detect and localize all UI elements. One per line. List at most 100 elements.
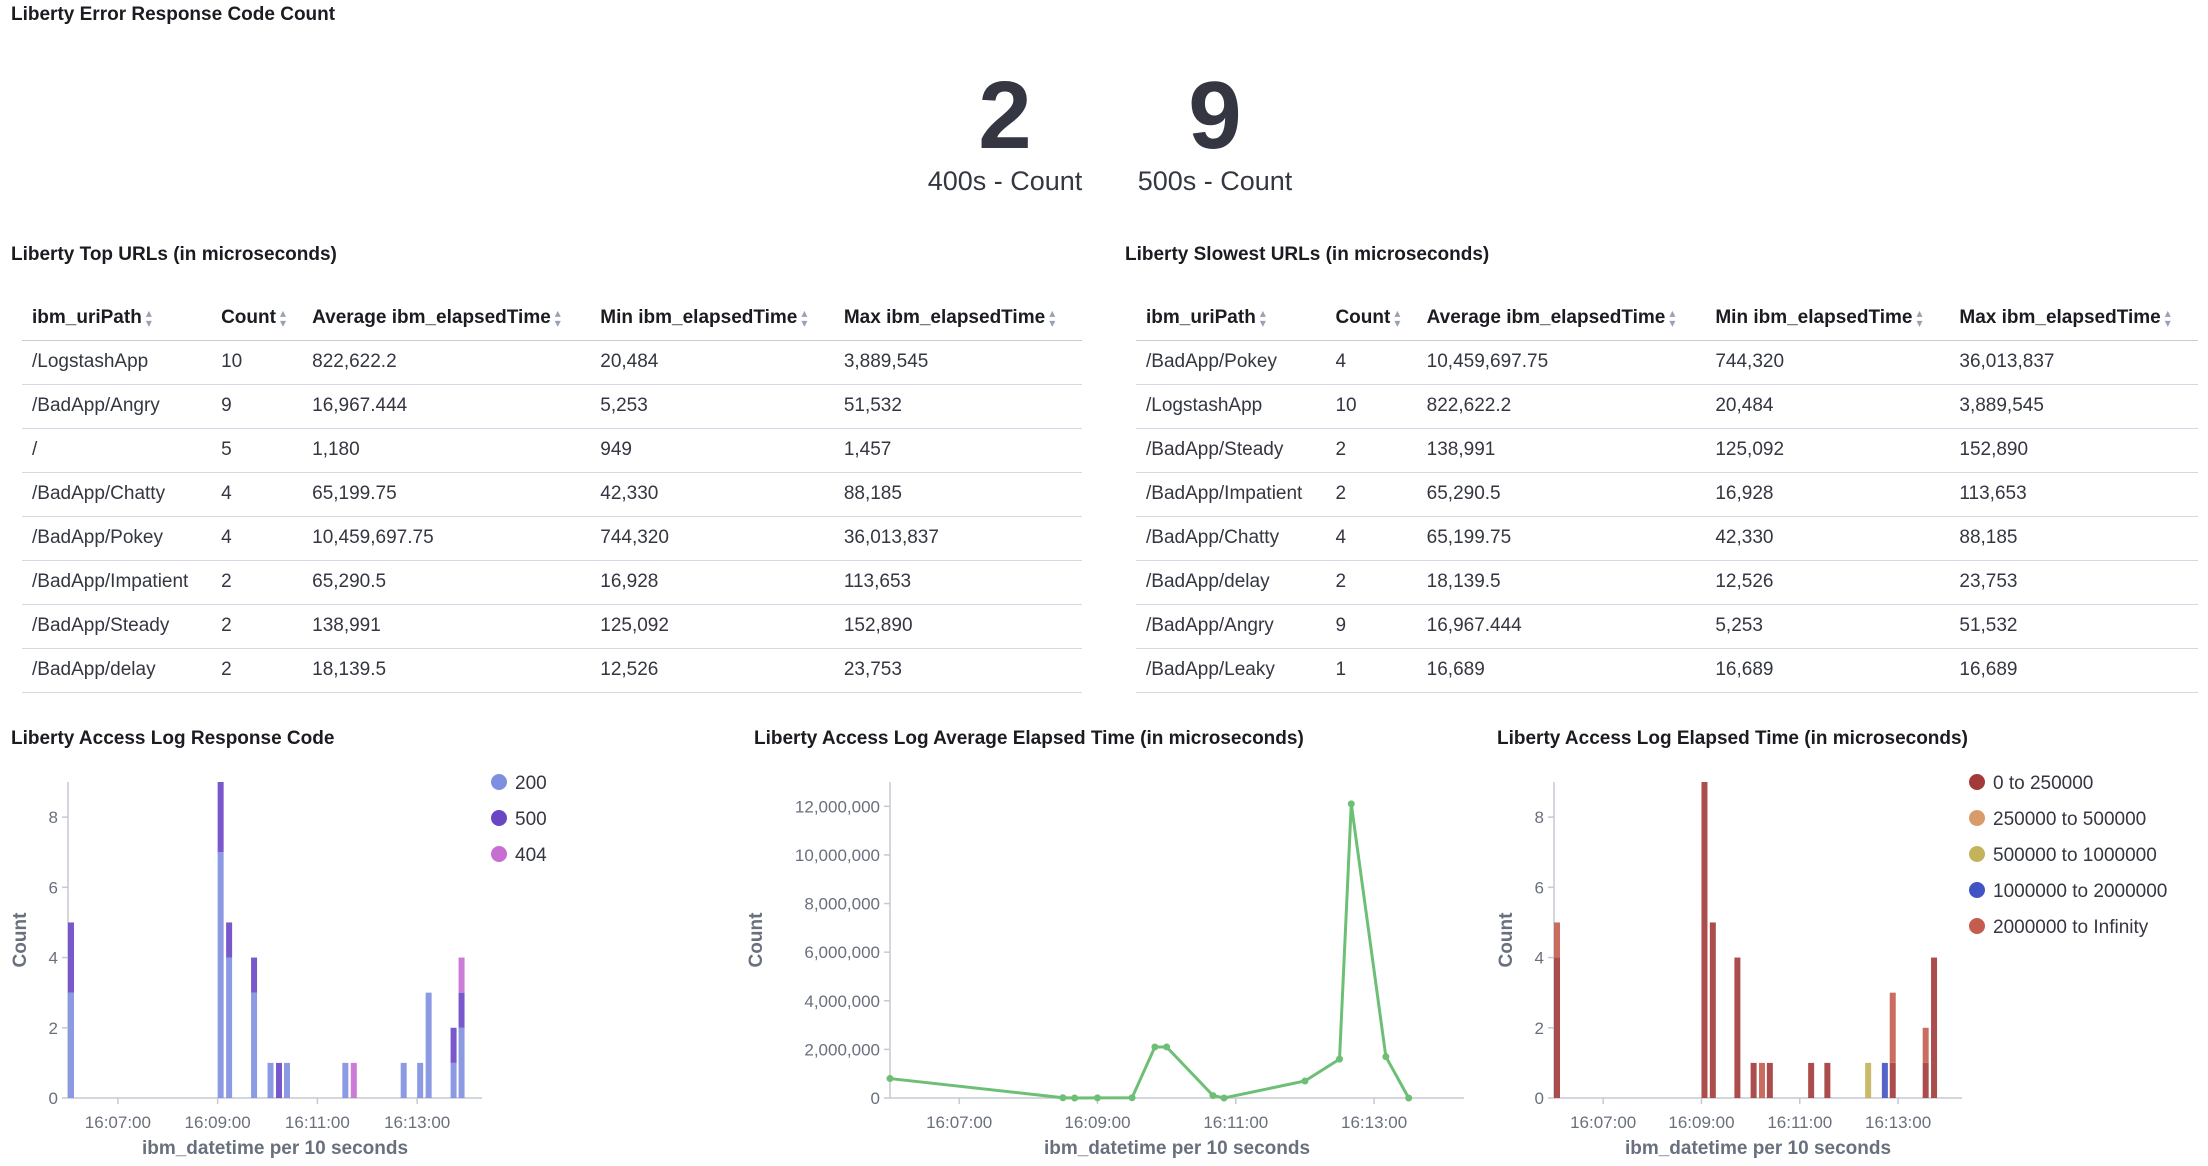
- table-row[interactable]: /BadApp/Angry 9 16,967.444 5,253 51,532: [22, 384, 1082, 429]
- legend-label[interactable]: 200: [515, 773, 547, 794]
- table-cell[interactable]: /BadApp/Impatient: [22, 560, 212, 605]
- bar-segment[interactable]: [1758, 1062, 1765, 1098]
- table-row[interactable]: /5 1,180 949 1,457: [22, 428, 1082, 473]
- elapsed-time-chart[interactable]: 0 2 4 6 8 16:07:00 16:09:00 16:11:00 16:13:00 ibm…: [1490, 770, 2208, 1166]
- legend-swatch[interactable]: [1969, 918, 1985, 934]
- table-row[interactable]: /BadApp/Leaky 1 16,689 16,689 16,689: [1136, 648, 2198, 693]
- bar-segment[interactable]: [283, 1062, 290, 1098]
- legend-swatch[interactable]: [491, 774, 507, 790]
- bar-segment[interactable]: [1766, 1062, 1773, 1098]
- column-header-average[interactable]: Average ibm_elapsedTime ▴ ▾: [302, 296, 591, 341]
- bar-segment[interactable]: [1922, 1062, 1929, 1098]
- bar-segment[interactable]: [1922, 1027, 1929, 1063]
- bar-segment[interactable]: [1734, 957, 1741, 1098]
- bar-segment[interactable]: [1824, 1062, 1831, 1098]
- bar-segment[interactable]: [226, 922, 233, 958]
- legend-label[interactable]: 2000000 to Infinity: [1993, 917, 2149, 938]
- data-point[interactable]: [1059, 1094, 1067, 1102]
- legend-label[interactable]: 1000000 to 2000000: [1993, 881, 2167, 902]
- bar-segment[interactable]: [450, 1027, 457, 1063]
- data-point[interactable]: [1347, 800, 1355, 808]
- legend-label[interactable]: 500: [515, 809, 547, 830]
- legend-label[interactable]: 500000 to 1000000: [1993, 845, 2157, 866]
- legend-swatch[interactable]: [491, 846, 507, 862]
- column-header-average[interactable]: Average ibm_elapsedTime ▴ ▾: [1416, 296, 1706, 341]
- data-point[interactable]: [1220, 1094, 1228, 1102]
- bar-segment[interactable]: [68, 922, 74, 993]
- data-point[interactable]: [1382, 1053, 1390, 1061]
- bar-segment[interactable]: [425, 992, 432, 1098]
- table-cell[interactable]: /BadApp/Chatty: [22, 472, 212, 517]
- legend-swatch[interactable]: [1969, 774, 1985, 790]
- bar-segment[interactable]: [217, 852, 224, 1098]
- legend-label[interactable]: 0 to 250000: [1993, 773, 2093, 794]
- table-row[interactable]: /BadApp/Chatty 4 65,199.75 42,330 88,185: [22, 472, 1082, 517]
- table-row[interactable]: /BadApp/Pokey 4 10,459,697.75 744,320 36,013…: [1136, 340, 2198, 385]
- data-point[interactable]: [1336, 1055, 1344, 1063]
- bar-segment[interactable]: [1881, 1062, 1888, 1098]
- bar-segment[interactable]: [217, 782, 224, 853]
- column-header-max[interactable]: Max ibm_elapsedTime ▴ ▾: [833, 296, 1082, 341]
- column-header-min[interactable]: Min ibm_elapsedTime ▴ ▾: [1705, 296, 1950, 341]
- bar-segment[interactable]: [251, 957, 258, 993]
- legend-swatch[interactable]: [1969, 810, 1985, 826]
- bar-segment[interactable]: [350, 1062, 357, 1098]
- data-point[interactable]: [1301, 1077, 1309, 1085]
- bar-segment[interactable]: [450, 1062, 457, 1098]
- table-cell[interactable]: /BadApp/Pokey: [1136, 340, 1326, 385]
- data-point[interactable]: [886, 1075, 894, 1083]
- table-row[interactable]: /BadApp/Impatient 2 65,290.5 16,928 113,653: [22, 560, 1082, 605]
- bar-segment[interactable]: [1701, 782, 1708, 1098]
- data-point[interactable]: [1128, 1094, 1136, 1102]
- data-point[interactable]: [1163, 1043, 1171, 1051]
- bar-segment[interactable]: [226, 957, 233, 1098]
- column-header-count[interactable]: Count ▴ ▾: [211, 296, 303, 341]
- table-cell[interactable]: /BadApp/Angry: [22, 384, 212, 429]
- bar-segment[interactable]: [1865, 1062, 1872, 1098]
- bar-segment[interactable]: [251, 992, 258, 1098]
- table-cell[interactable]: /LogstashApp: [1136, 384, 1326, 429]
- column-header-count[interactable]: Count ▴ ▾: [1325, 296, 1417, 341]
- bar-segment[interactable]: [417, 1062, 424, 1098]
- bar-segment[interactable]: [1554, 957, 1560, 1098]
- bar-segment[interactable]: [275, 1062, 282, 1098]
- table-row[interactable]: /BadApp/Steady 2 138,991 125,092 152,890: [1136, 428, 2198, 473]
- legend-swatch[interactable]: [491, 810, 507, 826]
- bar-segment[interactable]: [1554, 922, 1560, 958]
- bar-segment[interactable]: [1808, 1062, 1815, 1098]
- data-point[interactable]: [1151, 1043, 1159, 1051]
- table-row[interactable]: /LogstashApp 10 822,622.2 20,484 3,889,545: [1136, 384, 2198, 429]
- table-row[interactable]: /BadApp/Chatty 4 65,199.75 42,330 88,185: [1136, 516, 2198, 561]
- series-line[interactable]: [889, 803, 1410, 1100]
- data-point[interactable]: [1209, 1092, 1217, 1100]
- bar-segment[interactable]: [267, 1062, 274, 1098]
- column-header-uripath[interactable]: ibm_uriPath ▴ ▾: [1136, 296, 1326, 341]
- legend-swatch[interactable]: [1969, 882, 1985, 898]
- column-header-uripath[interactable]: ibm_uriPath ▴ ▾: [22, 296, 212, 341]
- table-cell[interactable]: /BadApp/Leaky: [1136, 648, 1326, 693]
- legend-label[interactable]: 250000 to 500000: [1993, 809, 2146, 830]
- bar-segment[interactable]: [1889, 1062, 1896, 1098]
- avg-elapsed-chart[interactable]: 0 2,000,000 4,000,000 6,000,000 8,000,000 10,…: [740, 770, 1480, 1166]
- table-cell[interactable]: /BadApp/delay: [1136, 560, 1326, 605]
- table-row[interactable]: /BadApp/Pokey 4 10,459,697.75 744,320 36,013…: [22, 516, 1082, 561]
- data-point[interactable]: [1405, 1094, 1413, 1102]
- table-cell[interactable]: /BadApp/delay: [22, 648, 212, 693]
- bar-segment[interactable]: [1709, 922, 1716, 1098]
- column-header-max[interactable]: Max ibm_elapsedTime ▴ ▾: [1949, 296, 2198, 341]
- table-cell[interactable]: /BadApp/Steady: [22, 604, 212, 649]
- table-row[interactable]: /BadApp/delay 2 18,139.5 12,526 23,753: [1136, 560, 2198, 605]
- bar-segment[interactable]: [400, 1062, 407, 1098]
- column-header-min[interactable]: Min ibm_elapsedTime ▴ ▾: [590, 296, 834, 341]
- table-cell[interactable]: /BadApp/Angry: [1136, 604, 1326, 649]
- data-point[interactable]: [1093, 1094, 1101, 1102]
- table-cell[interactable]: /BadApp/Chatty: [1136, 516, 1326, 561]
- table-cell[interactable]: /LogstashApp: [22, 340, 212, 385]
- table-row[interactable]: /BadApp/Steady 2 138,991 125,092 152,890: [22, 604, 1082, 649]
- bar-segment[interactable]: [458, 992, 465, 1028]
- table-cell[interactable]: /BadApp/Steady: [1136, 428, 1326, 473]
- bar-segment[interactable]: [1931, 957, 1938, 1098]
- bar-segment[interactable]: [68, 992, 74, 1098]
- legend-label[interactable]: 404: [515, 845, 547, 866]
- bar-segment[interactable]: [1889, 992, 1896, 1063]
